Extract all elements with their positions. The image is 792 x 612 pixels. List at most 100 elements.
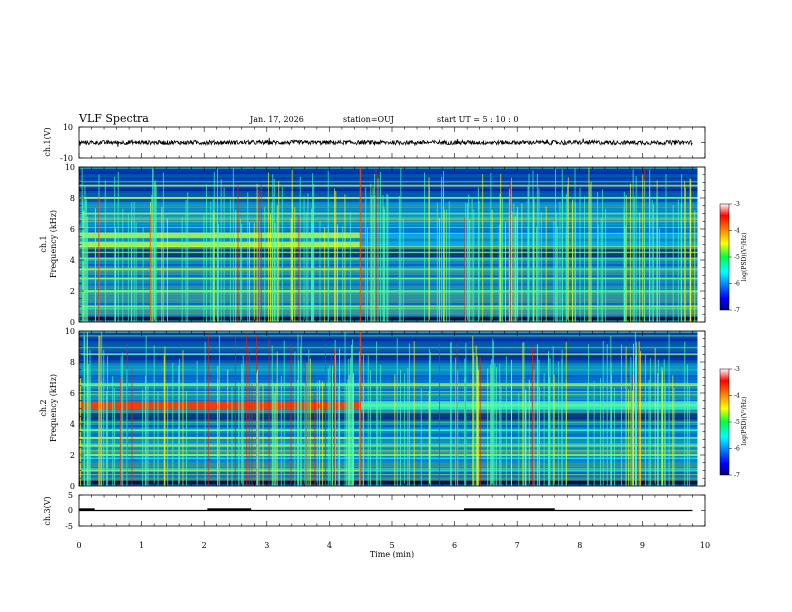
spectrogram-sferic <box>408 343 410 486</box>
spectrogram-sferic <box>487 368 489 486</box>
spectrogram-sferic <box>450 342 452 486</box>
spectrogram-noise-row <box>79 360 705 364</box>
spectrogram-sferic <box>532 210 534 322</box>
spectrogram-noise-row <box>79 193 705 197</box>
frequency-tick-label: 2 <box>70 451 75 460</box>
spectrogram-noise-row <box>79 430 705 434</box>
spectrogram-sferic <box>303 196 305 322</box>
spectrogram-sferic <box>511 211 513 322</box>
spectrogram-sferic <box>142 226 144 322</box>
spectrogram-sferic <box>407 367 409 486</box>
spectrogram-sferic <box>548 352 550 486</box>
spectrogram-noise-row <box>79 379 705 384</box>
spectrogram-sferic <box>308 349 310 486</box>
spectrogram-noise-row <box>79 354 705 358</box>
spectrogram-sferic <box>248 349 250 486</box>
spectrogram-sferic <box>602 340 604 486</box>
spectrogram-sferic <box>331 353 333 486</box>
spectrogram-noise-row <box>79 463 705 467</box>
spectrogram-sferic <box>450 341 452 486</box>
spectrogram-noise-row <box>79 382 705 386</box>
spectrogram-sferic <box>304 385 306 486</box>
spectrogram-noise-row <box>79 424 705 428</box>
spectrogram-sferic <box>589 184 591 322</box>
spectrogram-sferic <box>253 222 255 322</box>
spectrogram-sferic <box>164 346 166 486</box>
spectrogram-band-before <box>79 257 361 260</box>
time-tick-label: 9 <box>640 541 645 550</box>
ch1-colorbar-ticks: -3 -4 -5 -6 -7 <box>729 201 740 314</box>
spectrogram-dark-band <box>79 249 705 259</box>
spectrogram-band-before <box>79 305 361 308</box>
spectrogram-sferic <box>133 201 135 322</box>
spectrogram-sferic <box>521 203 523 322</box>
ch1-waveform-ticks <box>78 126 706 159</box>
spectrogram-sferic <box>600 217 602 322</box>
spectrogram-sferic <box>473 209 475 322</box>
ch2-colorbar-label: log(PSD)(V²/Hz) <box>741 397 748 446</box>
spectrogram-sferic <box>218 335 220 486</box>
spectrogram-sferic <box>471 198 473 322</box>
spectrogram-noise-row <box>79 207 705 211</box>
spectrogram-sferic <box>312 202 314 322</box>
spectrogram-sferic <box>552 346 554 486</box>
spectrogram-sferic <box>663 359 665 486</box>
spectrogram-sferic <box>377 178 379 322</box>
spectrogram-sferic <box>644 211 645 322</box>
spectrogram-sferic <box>583 196 585 322</box>
spectrogram-hline <box>79 278 705 279</box>
ch2-colorbar-ticks: -3 -4 -5 -6 -7 <box>729 366 740 479</box>
spectrogram-hline <box>79 458 705 460</box>
spectrogram-sferic <box>206 184 207 322</box>
spectrogram-noise-row <box>79 204 705 208</box>
spectrogram-sferic <box>400 369 402 486</box>
spectrogram-sferic <box>358 351 360 486</box>
spectrogram-noise-row <box>79 182 705 186</box>
spectrogram-noise-row <box>79 246 705 250</box>
spectrogram-sferic <box>402 218 404 322</box>
spectrogram-sferic <box>632 169 634 322</box>
spectrogram-sferic <box>242 355 244 486</box>
spectrogram-sferic <box>297 380 299 486</box>
spectrogram-sferic <box>367 227 368 322</box>
ch3-high-segment <box>207 508 252 511</box>
spectrogram-sferic <box>182 350 184 486</box>
spectrogram-noise-row <box>79 335 705 339</box>
spectrogram-noise-row <box>79 374 705 378</box>
spectrogram-sferic <box>651 199 653 322</box>
spectrogram-noise-row <box>79 340 705 345</box>
spectrogram-band-before <box>79 184 361 187</box>
spectrogram-noise-row <box>79 302 705 306</box>
time-tick-label: 10 <box>700 541 710 550</box>
spectrogram-noise-row <box>79 427 705 431</box>
spectrogram-sferic <box>661 382 663 486</box>
spectrogram-band-before <box>79 241 361 248</box>
spectrogram-sferic <box>267 172 269 322</box>
spectrogram-sferic <box>494 363 496 486</box>
ch1-colorbar <box>719 203 730 311</box>
spectrogram-sferic <box>103 350 105 486</box>
spectrogram-hline <box>79 292 705 294</box>
spectrogram-noise-row <box>79 349 705 353</box>
spectrogram-noise-row <box>79 171 705 175</box>
spectrogram-sferic <box>443 188 445 322</box>
spectrogram-sferic <box>375 169 377 322</box>
frequency-tick-label: 8 <box>70 358 75 367</box>
spectrogram-noise-row <box>79 338 705 342</box>
spectrogram-sferic <box>654 348 656 486</box>
spectrogram-sferic <box>638 341 640 486</box>
spectrogram-sferic <box>305 361 307 486</box>
spectrogram-sferic <box>400 168 402 322</box>
spectrogram-dark-band <box>79 413 705 423</box>
spectrogram-sferic <box>545 206 547 322</box>
spectrogram-sferic <box>106 355 108 486</box>
spectrogram-sferic <box>684 341 686 486</box>
spectrogram-noise-row <box>79 299 705 303</box>
spectrogram-noise-row <box>79 474 705 478</box>
spectrogram-sferic <box>113 388 115 486</box>
colorbar-tick-label: -6 <box>734 446 740 453</box>
spectrogram-sferic <box>87 216 89 322</box>
colorbar-tick-label: -5 <box>734 254 740 261</box>
spectrogram-sferic <box>555 169 556 322</box>
spectrogram-sferic <box>436 202 438 322</box>
